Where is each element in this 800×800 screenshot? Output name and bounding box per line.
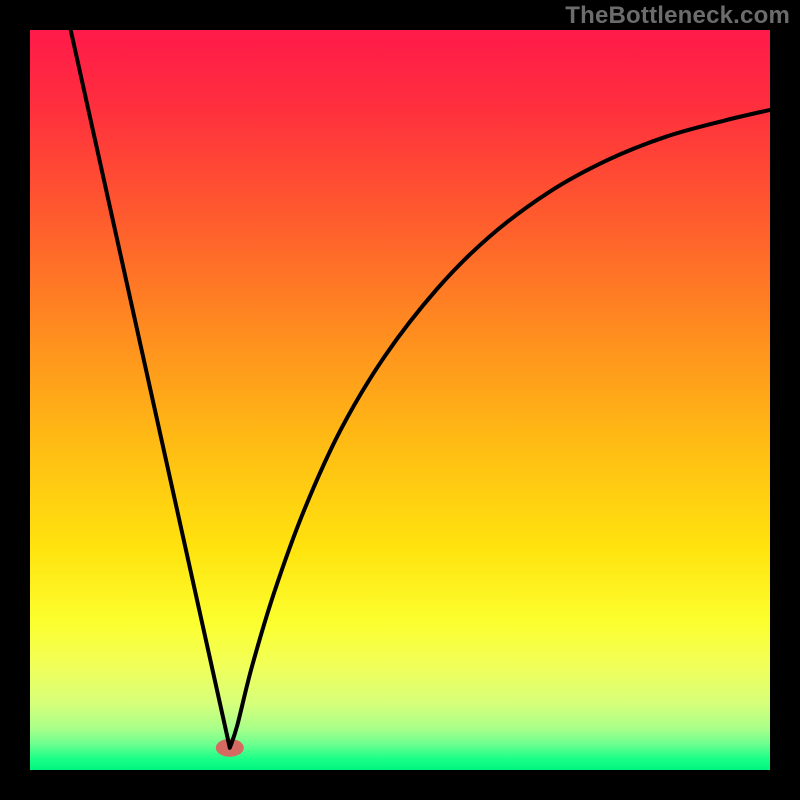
bottleneck-chart bbox=[0, 0, 800, 800]
watermark-text: TheBottleneck.com bbox=[565, 2, 790, 30]
chart-container: TheBottleneck.com bbox=[0, 0, 800, 800]
